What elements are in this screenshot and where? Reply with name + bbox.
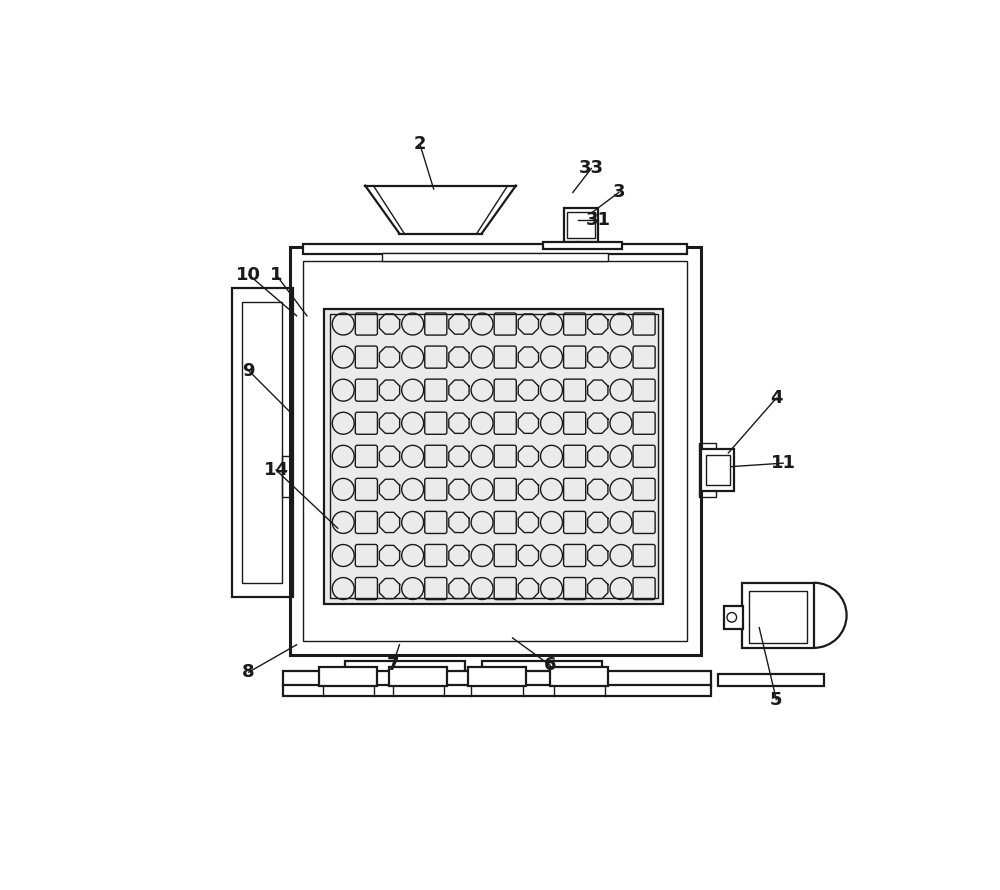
Text: 9: 9 — [242, 361, 255, 380]
Bar — [567, 213, 595, 239]
Bar — [564, 208, 598, 242]
Text: 3: 3 — [612, 183, 625, 201]
Bar — [724, 606, 743, 629]
Bar — [330, 314, 658, 598]
Bar — [706, 455, 730, 485]
Text: 6: 6 — [544, 656, 556, 675]
Text: 10: 10 — [236, 266, 261, 284]
Bar — [742, 583, 814, 648]
Bar — [701, 449, 734, 490]
Bar — [482, 660, 602, 689]
Text: 14: 14 — [264, 461, 289, 479]
Bar — [303, 244, 687, 255]
Bar — [345, 660, 465, 689]
Bar — [468, 667, 526, 686]
Bar — [382, 253, 608, 261]
Text: 33: 33 — [579, 159, 604, 177]
Bar — [389, 667, 447, 686]
Bar — [303, 261, 687, 642]
Bar — [550, 667, 608, 686]
Bar — [283, 685, 711, 696]
Text: 7: 7 — [386, 656, 399, 675]
Bar — [718, 674, 824, 686]
Bar — [319, 667, 377, 686]
Bar — [699, 442, 716, 498]
Text: 5: 5 — [770, 691, 783, 708]
Bar — [749, 591, 807, 643]
Bar — [543, 242, 622, 248]
Bar — [290, 247, 701, 655]
Bar — [282, 457, 290, 498]
Text: 4: 4 — [770, 389, 783, 407]
Text: 11: 11 — [771, 454, 796, 473]
Text: 8: 8 — [242, 663, 255, 681]
Bar — [242, 302, 282, 583]
Bar — [324, 309, 663, 603]
Text: 1: 1 — [270, 266, 282, 284]
Bar — [283, 671, 711, 686]
Bar — [232, 288, 293, 597]
Text: 2: 2 — [414, 135, 426, 153]
Text: 31: 31 — [586, 211, 611, 229]
